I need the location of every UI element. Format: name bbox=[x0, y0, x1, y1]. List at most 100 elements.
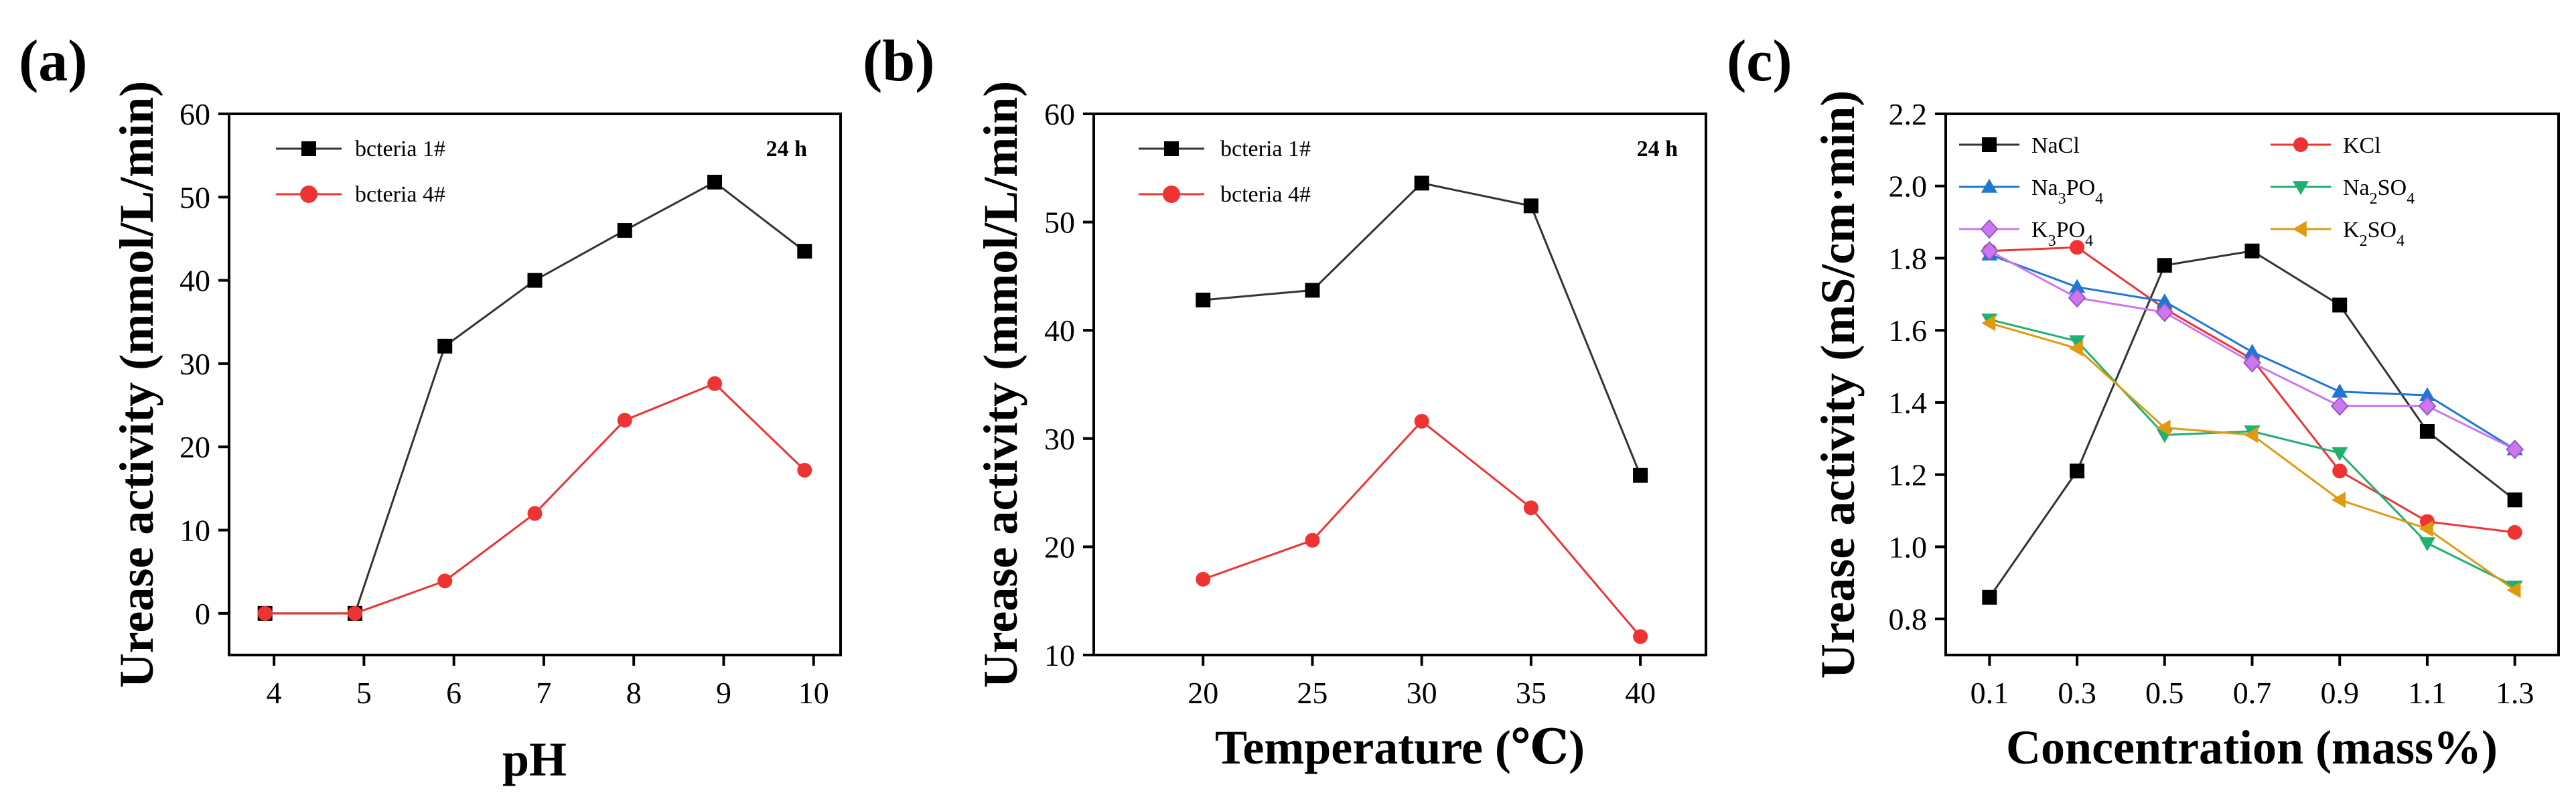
panel-b-x-tick-label-4: 40 bbox=[1625, 676, 1656, 710]
panel-c-x-tick-label-2: 0.5 bbox=[2145, 676, 2184, 710]
panel-c-series-2-point-5 bbox=[2419, 387, 2436, 401]
panel-c-series-2-point-2 bbox=[2156, 293, 2173, 307]
panel-c-y-tick-label-5: 1.8 bbox=[1889, 241, 1928, 275]
panel-b-series-0-line bbox=[1203, 182, 1642, 476]
panel-a-y-axis-title: Urease activity (mmol/L/min) bbox=[110, 81, 163, 688]
panel-c-y-tick-label-1: 1.0 bbox=[1889, 530, 1928, 564]
panel-c-y-tick-label-6: 2.0 bbox=[1889, 169, 1928, 204]
panel-b-y-tick-label-2: 30 bbox=[1044, 422, 1075, 456]
panel-c-series-0-point-3 bbox=[2244, 243, 2260, 259]
panel-c-y-axis-title: Urease activity (mS/cm·min) bbox=[1811, 90, 1865, 678]
panel-b-series-1-point-3 bbox=[1523, 500, 1539, 516]
panel-c-x-tick-label-1: 0.3 bbox=[2058, 676, 2096, 710]
panel-c-legend-label-1: KCl bbox=[2343, 133, 2381, 158]
panel-c-y-tick-label-3: 1.4 bbox=[1889, 386, 1928, 420]
panel-a-x-tick-label-1: 5 bbox=[356, 676, 372, 710]
panel-c-legend-marker-3 bbox=[2292, 181, 2309, 196]
panel-a-series-1-point-5 bbox=[707, 376, 723, 391]
panel-c-series-4-point-1 bbox=[2068, 288, 2086, 308]
panel-c: (c) Urease activity (mS/cm·min) Concentr… bbox=[1727, 29, 2560, 774]
panel-a-y-tick-label-5: 50 bbox=[180, 180, 210, 214]
panel-a-legend: bcteria 1# bcteria 4# bbox=[276, 137, 445, 207]
panel-b-legend: bcteria 1# bcteria 4# bbox=[1139, 137, 1311, 207]
panel-c-x-tick-label-0: 0.1 bbox=[1971, 676, 2009, 710]
panel-a-x-tick-label-6: 10 bbox=[798, 676, 829, 710]
panel-c-x-axis-title: Concentration (mass%) bbox=[2006, 721, 2498, 774]
panel-c-series-0-point-6 bbox=[2507, 492, 2522, 508]
panel-c-series-0-point-1 bbox=[2070, 463, 2085, 479]
panel-c-y-tick-label-7: 2.2 bbox=[1889, 97, 1928, 131]
panel-a-y-tick-label-4: 40 bbox=[180, 264, 210, 298]
panel-c-series-2-point-4 bbox=[2332, 383, 2348, 398]
panel-c-y-ticks: 0.8 1.0 1.2 1.4 1.6 1.8 2.0 2.2 bbox=[1889, 97, 1946, 636]
panel-a-x-tick-label-4: 8 bbox=[626, 676, 642, 710]
panel-a-annotation: 24 h bbox=[766, 137, 808, 161]
panel-c-legend-label-2: Na3PO4 bbox=[2031, 175, 2103, 208]
panel-c-series-4-point-3 bbox=[2243, 353, 2261, 373]
panel-b-y-axis-title: Urease activity (mmol/L/min) bbox=[974, 81, 1027, 688]
panel-c-series-0-point-5 bbox=[2419, 424, 2435, 439]
panel-b-legend-label-1: bcteria 1# bbox=[1220, 137, 1311, 161]
panel-a-x-tick-label-0: 4 bbox=[267, 676, 282, 710]
panel-c-series-1-point-1 bbox=[2070, 240, 2085, 255]
panel-a-legend-label-2: bcteria 4# bbox=[355, 182, 445, 207]
panel-c-series-2-point-3 bbox=[2244, 344, 2261, 358]
panel-b-series-0-point-3 bbox=[1523, 198, 1539, 214]
panel-c-legend-label-3: Na2SO4 bbox=[2343, 175, 2415, 208]
panel-c-y-tick-label-4: 1.6 bbox=[1889, 313, 1928, 348]
panel-c-series-4-point-0 bbox=[1980, 241, 1999, 261]
panel-c-series-5-point-2 bbox=[2156, 419, 2171, 436]
panel-c-series-2-point-1 bbox=[2068, 279, 2086, 293]
panel-b-series-0-point-4 bbox=[1633, 467, 1648, 483]
panel-b-y-tick-label-0: 10 bbox=[1044, 638, 1075, 672]
panel-a-y-tick-label-3: 30 bbox=[180, 347, 210, 381]
panel-b-series-1-point-4 bbox=[1633, 629, 1648, 644]
panel-a-series-0-point-3 bbox=[527, 273, 543, 288]
panel-b-series-1-point-0 bbox=[1196, 571, 1211, 587]
panel-a-series-0-point-4 bbox=[617, 223, 632, 238]
panel-a-series-0-point-5 bbox=[707, 174, 723, 190]
panel-c-series-0-point-0 bbox=[1982, 589, 1997, 605]
panel-a: (a) Urease activity (mmol/L/min) pH 4 5 6 7… bbox=[19, 29, 842, 786]
panel-b-annotation: 24 h bbox=[1637, 137, 1678, 161]
panel-b-x-tick-label-2: 30 bbox=[1407, 676, 1437, 710]
panel-b-series-0-point-0 bbox=[1196, 292, 1211, 307]
panel-c-legend-marker-5 bbox=[2292, 220, 2307, 238]
panel-c-legend-marker-4 bbox=[1980, 219, 1999, 239]
panel-c-legend-marker-2 bbox=[1981, 178, 1998, 193]
panel-c-series-0-line bbox=[1989, 250, 2516, 598]
panel-b: (b) Urease activity (mmol/L/min) Tempera… bbox=[863, 29, 1707, 774]
panel-a-plot-frame bbox=[228, 113, 842, 656]
panel-c-legend-label-5: K2SO4 bbox=[2343, 218, 2405, 250]
panel-b-x-tick-label-3: 35 bbox=[1516, 676, 1547, 710]
panel-c-series-5-point-1 bbox=[2068, 340, 2083, 357]
panel-a-series-1-point-2 bbox=[437, 573, 453, 589]
panel-c-series-5-point-3 bbox=[2244, 427, 2259, 443]
panel-a-series-1-point-6 bbox=[797, 463, 812, 478]
panel-c-series-5-point-0 bbox=[1981, 315, 1996, 332]
panel-b-label: (b) bbox=[863, 29, 935, 94]
panel-c-series-4-point-4 bbox=[2330, 396, 2349, 416]
panel-c-y-tick-label-2: 1.2 bbox=[1889, 458, 1928, 492]
panel-a-legend-label-1: bcteria 1# bbox=[355, 137, 445, 161]
panel-c-y-tick-label-0: 0.8 bbox=[1889, 602, 1928, 636]
panel-a-series-1-point-3 bbox=[527, 506, 543, 521]
panel-a-label: (a) bbox=[19, 29, 88, 94]
panel-b-series-0-point-1 bbox=[1305, 283, 1320, 298]
panel-b-legend-marker-2 bbox=[1163, 186, 1180, 203]
panel-a-y-tick-label-0: 0 bbox=[195, 597, 210, 631]
panel-b-legend-marker-1 bbox=[1164, 141, 1179, 156]
panel-a-series-0-line bbox=[265, 181, 806, 615]
panel-c-legend-marker-1 bbox=[2293, 137, 2308, 152]
panel-a-legend-marker-2 bbox=[300, 186, 317, 203]
panel-a-series-1-line bbox=[265, 382, 806, 615]
panel-c-series-1-point-4 bbox=[2332, 463, 2348, 479]
panel-b-series-1-point-1 bbox=[1305, 532, 1320, 548]
panel-a-y-tick-label-1: 10 bbox=[180, 514, 210, 548]
panel-a-x-tick-label-2: 6 bbox=[446, 676, 461, 710]
panel-a-series-0-point-2 bbox=[437, 338, 453, 354]
panel-c-x-tick-label-5: 1.1 bbox=[2408, 676, 2447, 710]
panel-b-plot-frame bbox=[1092, 113, 1707, 656]
panel-c-series bbox=[1980, 240, 2524, 605]
